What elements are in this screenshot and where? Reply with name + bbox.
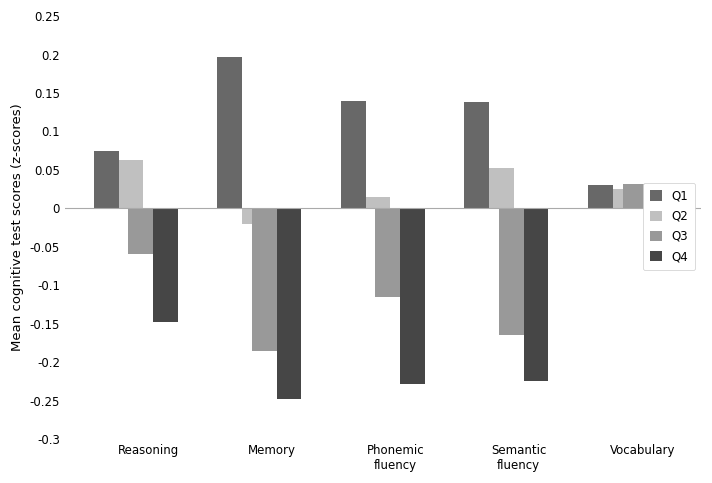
- Bar: [400, 208, 425, 384]
- Bar: [489, 169, 514, 208]
- Bar: [252, 208, 277, 351]
- Bar: [365, 197, 390, 208]
- Bar: [613, 189, 637, 208]
- Bar: [588, 185, 613, 208]
- Bar: [128, 208, 153, 255]
- Bar: [524, 208, 548, 382]
- Y-axis label: Mean cognitive test scores (z-scores): Mean cognitive test scores (z-scores): [11, 104, 24, 352]
- Bar: [341, 100, 365, 208]
- Bar: [153, 208, 178, 322]
- Bar: [622, 184, 647, 208]
- Bar: [242, 208, 267, 224]
- Bar: [277, 208, 301, 399]
- Bar: [375, 208, 400, 297]
- Bar: [499, 208, 524, 335]
- Bar: [464, 102, 489, 208]
- Bar: [647, 208, 672, 255]
- Bar: [217, 57, 242, 208]
- Bar: [118, 160, 143, 208]
- Legend: Q1, Q2, Q3, Q4: Q1, Q2, Q3, Q4: [643, 183, 695, 270]
- Bar: [94, 151, 118, 208]
